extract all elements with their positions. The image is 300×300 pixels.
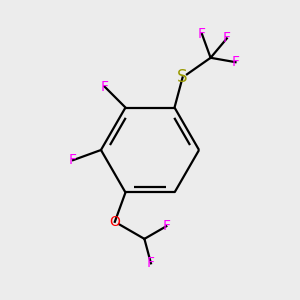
Text: F: F <box>162 219 170 233</box>
Text: O: O <box>110 215 120 229</box>
Text: F: F <box>100 80 109 94</box>
Text: F: F <box>223 32 231 45</box>
Text: S: S <box>177 68 188 86</box>
Text: F: F <box>69 153 77 167</box>
Text: F: F <box>232 55 239 69</box>
Text: F: F <box>198 27 206 41</box>
Text: F: F <box>147 256 155 270</box>
